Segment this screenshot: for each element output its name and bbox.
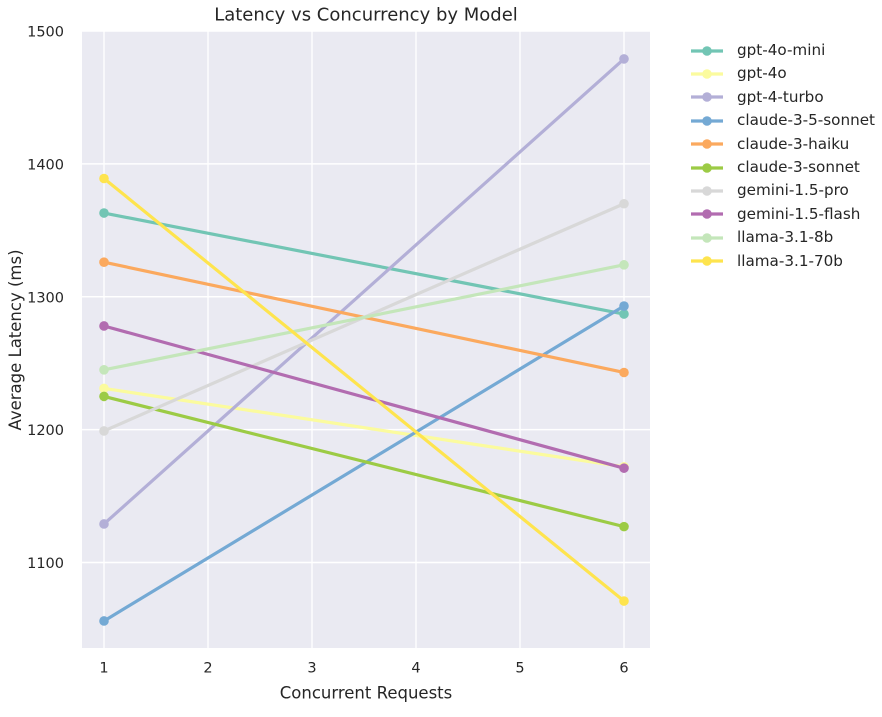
y-tick-label: 1400 <box>27 157 64 173</box>
legend-marker <box>702 209 712 220</box>
legend-swatch-icon <box>691 162 723 173</box>
gridlines <box>82 30 650 648</box>
legend-label: gemini-1.5-flash <box>737 204 861 223</box>
series-line-gpt-4o <box>102 386 626 469</box>
data-point-gpt-4o <box>99 383 109 394</box>
data-point-llama-3.1-70b <box>619 596 629 606</box>
legend-label: claude-3-5-sonnet <box>737 111 876 130</box>
legend-label: claude-3-haiku <box>737 134 850 153</box>
data-point-gpt-4o-mini <box>619 309 629 319</box>
series-line-llama-3.1-70b <box>102 176 626 603</box>
data-point-claude-3-5-sonnet <box>619 301 629 311</box>
legend-item-gpt-4o: gpt-4o <box>691 62 875 85</box>
legend-label: gpt-4o-mini <box>737 41 826 60</box>
data-point-claude-3-sonnet <box>619 521 629 532</box>
legend-swatch-icon <box>691 69 723 79</box>
legend-item-llama-3.1-70b: llama-3.1-70b <box>691 250 875 273</box>
data-point-gpt-4-turbo <box>99 519 109 529</box>
chart-title: Latency vs Concurrency by Model <box>214 5 518 26</box>
legend-label: gemini-1.5-pro <box>737 181 849 200</box>
data-point-llama-3.1-8b <box>619 260 629 270</box>
legend-item-gpt-4-turbo: gpt-4-turbo <box>691 86 875 109</box>
data-point-gemini-1.5-flash <box>619 463 629 473</box>
data-point-claude-3-haiku <box>99 257 109 268</box>
legend-marker <box>702 69 712 79</box>
legend-swatch-icon <box>691 186 723 196</box>
legend-label: llama-3.1-8b <box>737 228 834 247</box>
data-point-gpt-4o-mini <box>99 208 109 218</box>
legend-item-claude-3-haiku: claude-3-haiku <box>691 133 875 156</box>
legend-marker <box>702 256 712 267</box>
data-point-llama-3.1-8b <box>99 365 109 375</box>
legend-label: gpt-4-turbo <box>737 87 824 106</box>
legend-swatch-icon <box>691 256 723 267</box>
tick-labels: 1100 1200 1300 1400 1500 1 2 3 4 5 6 <box>27 25 629 677</box>
legend-item-llama-3.1-8b: llama-3.1-8b <box>691 226 875 249</box>
x-tick-label: 2 <box>203 661 212 677</box>
plot-bg-rect <box>82 31 650 648</box>
legend-swatch-icon <box>691 45 723 56</box>
data-point-gemini-1.5-pro <box>619 198 629 209</box>
series-line-claude-3-sonnet <box>102 394 626 529</box>
legend-item-claude-3-sonnet: claude-3-sonnet <box>691 156 875 179</box>
legend-label: claude-3-sonnet <box>737 158 860 177</box>
series-line-gpt-4o-mini <box>102 211 626 316</box>
legend-label: llama-3.1-70b <box>737 251 843 270</box>
legend-marker <box>702 186 712 196</box>
legend-marker <box>702 45 712 56</box>
x-tick-label: 1 <box>99 661 108 677</box>
x-tick-label: 5 <box>515 661 524 677</box>
data-point-gemini-1.5-pro <box>99 426 109 436</box>
legend-item-gemini-1.5-pro: gemini-1.5-pro <box>691 179 875 202</box>
data-point-gpt-4-turbo <box>619 54 629 64</box>
y-tick-label: 1100 <box>27 556 64 572</box>
legend-swatch-icon <box>691 116 723 126</box>
legend-marker <box>702 139 712 150</box>
legend-swatch-icon <box>691 209 723 220</box>
series-line-llama-3.1-8b <box>102 263 626 372</box>
legend-item-gpt-4o-mini: gpt-4o-mini <box>691 39 875 62</box>
y-tick-label: 1200 <box>27 423 64 439</box>
data-point-claude-3-5-sonnet <box>99 616 109 626</box>
x-tick-label: 4 <box>411 661 420 677</box>
y-tick-label: 1500 <box>27 25 64 41</box>
legend-label: gpt-4o <box>737 64 787 83</box>
series-line-gemini-1.5-flash <box>102 324 626 470</box>
data-point-gemini-1.5-flash <box>99 321 109 331</box>
series-line-gpt-4-turbo <box>102 57 626 526</box>
plot-background <box>82 31 650 648</box>
legend-swatch-icon <box>691 139 723 150</box>
legend-marker <box>702 233 712 243</box>
legend-marker <box>702 162 712 173</box>
y-axis-label: Average Latency (ms) <box>6 249 25 430</box>
x-tick-label: 6 <box>619 661 628 677</box>
x-axis-label: Concurrent Requests <box>280 684 452 703</box>
legend-marker <box>702 116 712 126</box>
data-point-claude-3-haiku <box>619 367 629 378</box>
series-lines <box>99 54 629 626</box>
legend-swatch-icon <box>691 233 723 243</box>
x-tick-label: 3 <box>307 661 316 677</box>
legend-item-gemini-1.5-flash: gemini-1.5-flash <box>691 203 875 226</box>
data-point-claude-3-sonnet <box>99 391 109 402</box>
legend-marker <box>702 92 712 103</box>
legend-item-claude-3-5-sonnet: claude-3-5-sonnet <box>691 109 875 132</box>
y-tick-label: 1300 <box>27 290 64 306</box>
legend-swatch-icon <box>691 92 723 103</box>
legend: gpt-4o-mini gpt-4o gpt-4-turbo claude-3-5-s… <box>691 39 875 273</box>
data-point-llama-3.1-70b <box>99 173 109 184</box>
series-line-claude-3-5-sonnet <box>102 304 626 623</box>
